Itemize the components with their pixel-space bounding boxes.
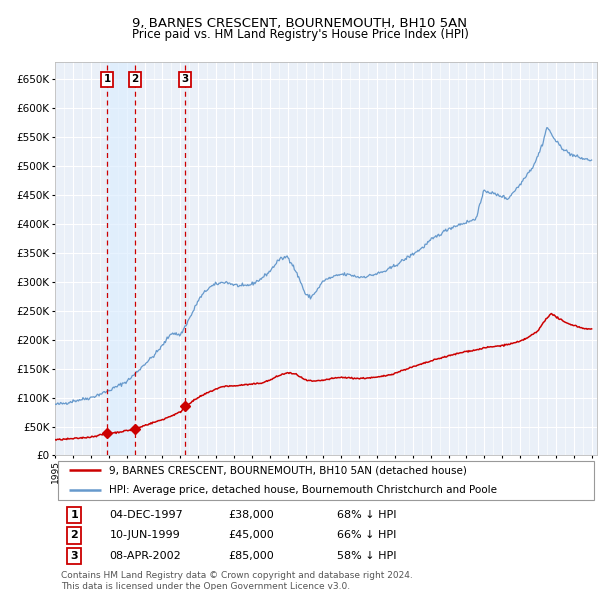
Text: Price paid vs. HM Land Registry's House Price Index (HPI): Price paid vs. HM Land Registry's House …: [131, 28, 469, 41]
Text: 10-JUN-1999: 10-JUN-1999: [109, 530, 180, 540]
Text: 66% ↓ HPI: 66% ↓ HPI: [337, 530, 397, 540]
Text: 9, BARNES CRESCENT, BOURNEMOUTH, BH10 5AN (detached house): 9, BARNES CRESCENT, BOURNEMOUTH, BH10 5A…: [109, 466, 467, 476]
Text: 58% ↓ HPI: 58% ↓ HPI: [337, 551, 397, 561]
Text: 2: 2: [70, 530, 78, 540]
FancyBboxPatch shape: [58, 461, 594, 500]
Bar: [107, 62, 135, 455]
Text: 9, BARNES CRESCENT, BOURNEMOUTH, BH10 5AN: 9, BARNES CRESCENT, BOURNEMOUTH, BH10 5A…: [133, 17, 467, 30]
Text: 3: 3: [70, 551, 78, 561]
Text: 2: 2: [131, 74, 139, 84]
Text: 1: 1: [70, 510, 78, 520]
Text: Contains HM Land Registry data © Crown copyright and database right 2024.: Contains HM Land Registry data © Crown c…: [61, 571, 412, 580]
Text: £45,000: £45,000: [229, 530, 274, 540]
Text: 1: 1: [104, 74, 111, 84]
Text: 3: 3: [182, 74, 189, 84]
Text: £38,000: £38,000: [229, 510, 274, 520]
Text: £85,000: £85,000: [229, 551, 274, 561]
Text: 68% ↓ HPI: 68% ↓ HPI: [337, 510, 397, 520]
Text: 04-DEC-1997: 04-DEC-1997: [109, 510, 183, 520]
Text: This data is licensed under the Open Government Licence v3.0.: This data is licensed under the Open Gov…: [61, 582, 350, 590]
Text: HPI: Average price, detached house, Bournemouth Christchurch and Poole: HPI: Average price, detached house, Bour…: [109, 485, 497, 495]
Text: 08-APR-2002: 08-APR-2002: [109, 551, 181, 561]
